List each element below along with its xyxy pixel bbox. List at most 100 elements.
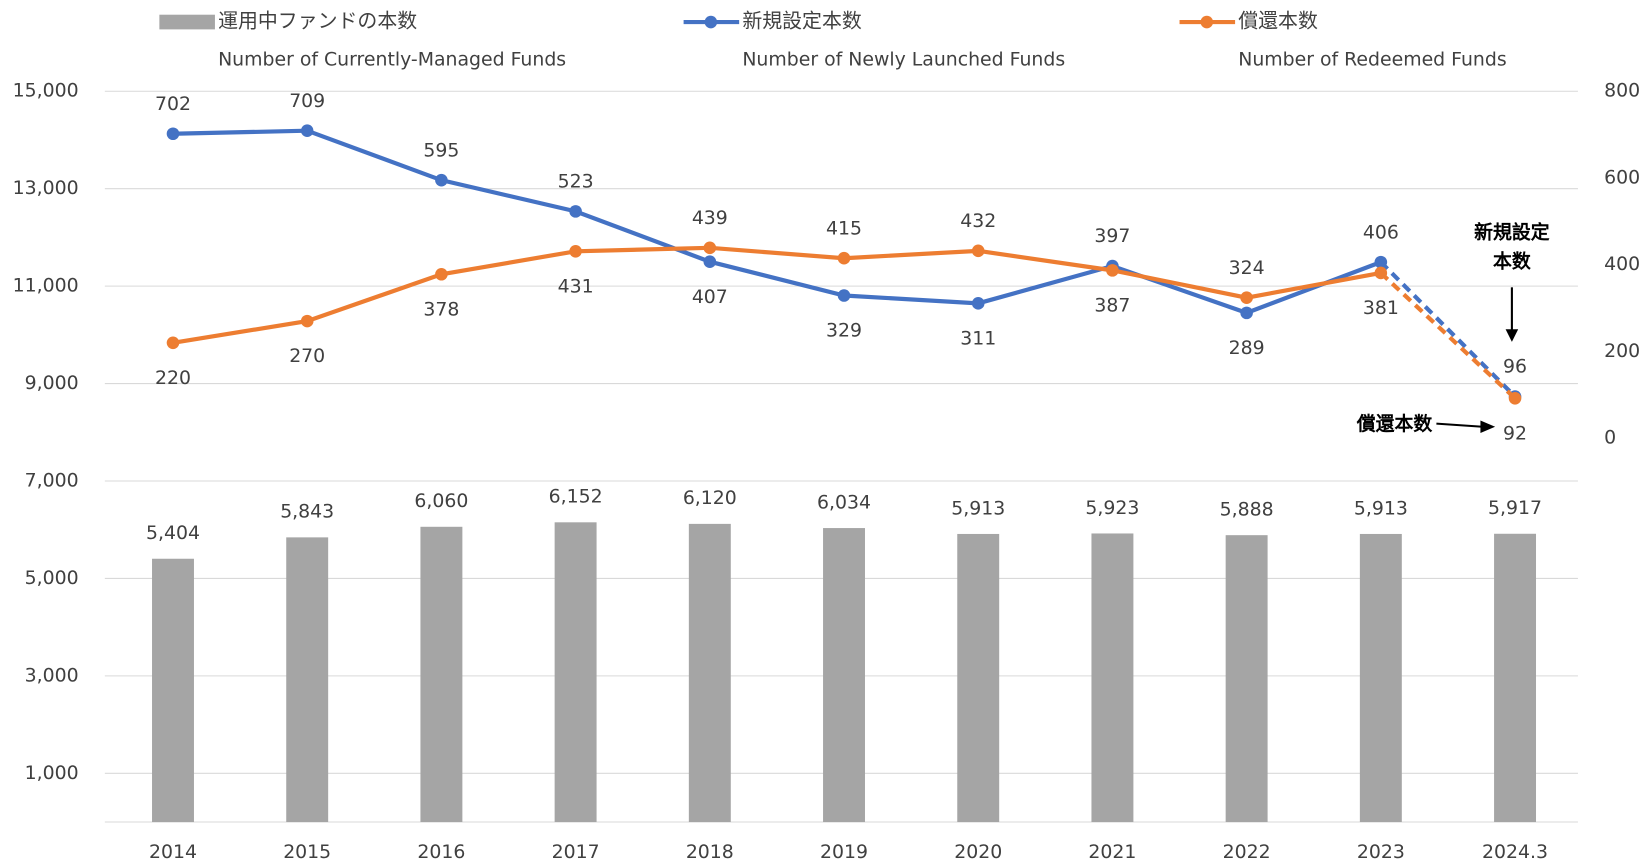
x-tick-label: 2016: [417, 841, 465, 863]
legend-label: 新規設定本数: [742, 10, 862, 33]
y-tick-label: 3,000: [25, 664, 79, 686]
bar: [554, 522, 597, 823]
point-value-label: 432: [960, 210, 996, 232]
x-tick-label: 2023: [1357, 841, 1405, 863]
annotation: 本数: [1493, 250, 1531, 273]
point: [1106, 264, 1119, 277]
point-value-label: 329: [826, 320, 862, 342]
point-value-label: 406: [1363, 221, 1399, 243]
bar: [688, 523, 731, 823]
point-value-label: 96: [1503, 356, 1527, 378]
point: [569, 205, 582, 218]
bar: [957, 533, 1000, 823]
point-value-label: 439: [692, 207, 728, 229]
legend-label: 運用中ファンドの本数: [218, 10, 417, 33]
point-value-label: 324: [1229, 257, 1265, 279]
bar: [1225, 535, 1268, 823]
bar: [823, 528, 865, 823]
y-tick-label: 15,000: [13, 80, 79, 102]
point-value-label: 407: [692, 286, 728, 308]
legend-label: 償還本数: [1238, 10, 1318, 33]
y2-tick-label: 0: [1604, 427, 1616, 449]
y-tick-label: 1,000: [25, 762, 79, 784]
point: [837, 289, 851, 302]
y2-tick-label: 400: [1604, 253, 1640, 275]
dashed-line: [1379, 271, 1517, 400]
y-tick-label: 11,000: [13, 275, 79, 297]
y2-tick-label: 200: [1604, 340, 1640, 362]
y-tick-label: 9,000: [25, 372, 79, 394]
point: [703, 241, 717, 255]
bar-value-label: 6,034: [817, 491, 871, 513]
bar-value-label: 5,404: [146, 522, 200, 544]
point: [971, 244, 985, 258]
point: [1374, 266, 1388, 280]
point-value-label: 709: [289, 90, 325, 112]
y-tick-label: 13,000: [13, 177, 79, 199]
bar-value-label: 5,917: [1488, 497, 1542, 519]
annotation-arrow: [1436, 422, 1483, 428]
point-value-label: 270: [289, 345, 325, 367]
point-value-label: 523: [558, 171, 594, 193]
x-tick-label: 2019: [820, 841, 868, 863]
point: [300, 124, 314, 138]
point-value-label: 702: [155, 93, 191, 115]
point: [300, 314, 314, 328]
bar-value-label: 6,060: [414, 490, 468, 512]
legend-swatch: [159, 14, 215, 30]
point-value-label: 595: [423, 139, 459, 161]
point-value-label: 378: [423, 298, 459, 320]
annotation: 新規設定: [1474, 220, 1550, 243]
point: [166, 127, 180, 141]
bar: [420, 526, 463, 823]
y2-tick-label: 600: [1604, 166, 1640, 188]
x-tick-label: 2020: [954, 841, 1002, 863]
point: [569, 244, 582, 258]
point: [435, 173, 448, 187]
line: [172, 245, 1382, 345]
annotation-arrowhead: [1480, 420, 1496, 434]
point-value-label: 92: [1503, 422, 1527, 444]
point: [1374, 255, 1388, 269]
x-tick-label: 2024.3: [1482, 841, 1548, 863]
line: [172, 128, 1382, 316]
bar-value-label: 6,152: [549, 486, 603, 508]
y-tick-label: 5,000: [25, 567, 79, 589]
bar-value-label: 5,843: [280, 501, 334, 523]
x-tick-label: 2014: [149, 841, 197, 863]
y2-tick-label: 800: [1604, 80, 1640, 102]
point-value-label: 397: [1094, 225, 1130, 247]
bar-value-label: 5,923: [1085, 497, 1139, 519]
point: [837, 251, 851, 265]
bar-value-label: 5,913: [951, 497, 1005, 519]
point: [166, 336, 180, 350]
x-tick-label: 2022: [1223, 841, 1271, 863]
point: [703, 255, 717, 268]
point-value-label: 220: [155, 367, 191, 389]
x-tick-label: 2017: [552, 841, 600, 863]
bar-value-label: 6,120: [683, 487, 737, 509]
x-tick-label: 2018: [686, 841, 734, 863]
bar: [1359, 533, 1402, 823]
point-value-label: 289: [1229, 337, 1265, 359]
legend-swatch: [1200, 15, 1214, 29]
y-tick-label: 7,000: [25, 469, 79, 491]
point-value-label: 431: [558, 275, 594, 297]
point: [1508, 392, 1522, 405]
bar: [152, 558, 194, 823]
point: [971, 297, 985, 310]
legend-sublabel: Number of Redeemed Funds: [1238, 48, 1506, 70]
annotation: 償還本数: [1356, 412, 1433, 435]
x-tick-label: 2015: [283, 841, 331, 863]
point-value-label: 311: [960, 327, 996, 349]
bar-value-label: 5,913: [1354, 497, 1408, 519]
legend-sublabel: Number of Currently-Managed Funds: [218, 48, 566, 70]
point: [435, 267, 448, 281]
dashed-line: [1379, 260, 1517, 399]
point: [1240, 306, 1253, 320]
bar: [1494, 533, 1537, 823]
point-value-label: 415: [826, 217, 862, 239]
annotation-arrowhead: [1505, 329, 1519, 342]
point-value-label: 381: [1363, 297, 1399, 319]
